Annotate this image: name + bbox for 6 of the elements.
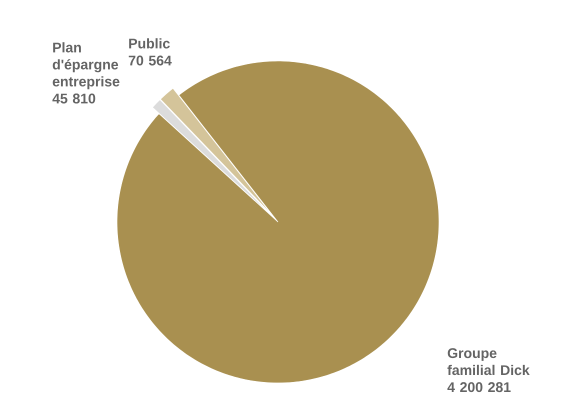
data-label: 4 200 281 — [447, 382, 511, 392]
slice-label: Plan d'épargne entreprise — [52, 42, 120, 90]
data-label: 70 564 — [128, 56, 172, 66]
slice-label: Groupe familial Dick — [447, 348, 530, 376]
data-label: 45 810 — [52, 94, 96, 104]
slice-label: Public — [129, 38, 170, 48]
